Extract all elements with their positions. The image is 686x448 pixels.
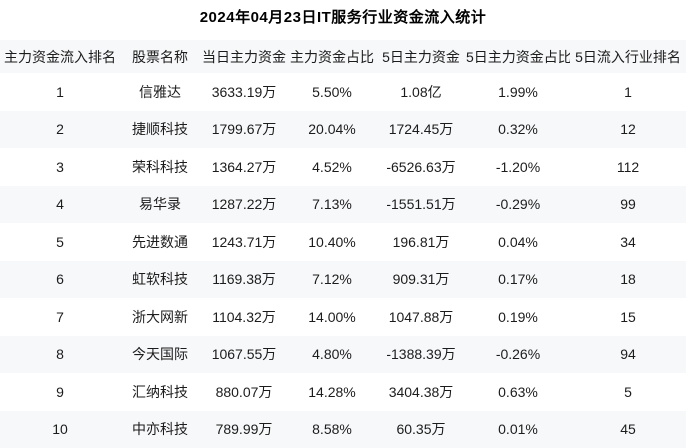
cell: 1 [56, 83, 64, 100]
cell: 3 [56, 158, 64, 175]
cell: 5 [56, 233, 64, 250]
cell: 909.31万 [392, 271, 450, 288]
header-cell-1: 股票名称 [132, 48, 188, 65]
cell: 1169.38万 [212, 271, 276, 288]
cell: 1.08亿 [400, 83, 442, 100]
cell: 12 [620, 121, 636, 138]
cell: 789.99万 [215, 421, 273, 438]
cell: 1724.45万 [388, 121, 454, 138]
cell: 7.13% [312, 196, 352, 213]
cell: -6526.63万 [386, 158, 456, 175]
cell: 3404.38万 [388, 383, 454, 400]
header-cell-4: 5日主力资金 [382, 48, 460, 65]
cell: 8 [56, 346, 64, 363]
table-row: 3 荣科科技 1364.27万 4.52% -6526.63万 -1.20% 112 [0, 148, 686, 186]
table-row: 2 捷顺科技 1799.67万 20.04% 1724.45万 0.32% 12 [0, 110, 686, 148]
cell: 1067.55万 [211, 346, 277, 363]
cell: 0.17% [498, 271, 538, 288]
cell: 7.12% [312, 271, 352, 288]
header-cell-2: 当日主力资金 [202, 48, 286, 65]
cell: 信雅达 [139, 83, 181, 100]
cell: 1364.27万 [211, 158, 277, 175]
cell: 0.63% [498, 383, 538, 400]
table-row: 1 信雅达 3633.19万 5.50% 1.08亿 1.99% 1 [0, 73, 686, 111]
cell: 1 [624, 83, 632, 100]
cell: -0.29% [495, 196, 541, 213]
cell: -1388.39万 [386, 346, 456, 363]
cell: -1551.51万 [386, 196, 456, 213]
table-row: 4 易华录 1287.22万 7.13% -1551.51万 -0.29% 99 [0, 185, 686, 223]
cell: 1287.22万 [211, 196, 277, 213]
cell: 先进数通 [132, 233, 188, 250]
cell: 汇纳科技 [132, 383, 188, 400]
header-cell-0: 主力资金流入排名 [4, 48, 116, 65]
cell: 18 [620, 271, 636, 288]
cell: 112 [616, 158, 640, 175]
cell: 浙大网新 [132, 308, 188, 325]
page-title: 2024年04月23日IT服务行业资金流入统计 [199, 9, 487, 26]
cell: 8.58% [312, 421, 352, 438]
cell: 5.50% [312, 83, 352, 100]
cell: 196.81万 [392, 233, 450, 250]
cell: 1799.67万 [211, 121, 277, 138]
cell: 2 [56, 121, 64, 138]
cell: 4.80% [312, 346, 352, 363]
header-cell-5: 5日主力资金占比 [466, 48, 570, 65]
cell: 20.04% [308, 121, 356, 138]
table-row: 9 汇纳科技 880.07万 14.28% 3404.38万 0.63% 5 [0, 373, 686, 411]
cell: 10 [52, 421, 68, 438]
cell: 中亦科技 [132, 421, 188, 438]
cell: 7 [56, 308, 64, 325]
cell: 0.19% [498, 308, 538, 325]
table-row: 5 先进数通 1243.71万 10.40% 196.81万 0.04% 34 [0, 223, 686, 261]
table-row: 6 虹软科技 1169.38万 7.12% 909.31万 0.17% 18 [0, 260, 686, 298]
cell: 1104.32万 [212, 308, 276, 325]
cell: 虹软科技 [132, 271, 188, 288]
cell: 6 [56, 271, 64, 288]
table-row: 10 中亦科技 789.99万 8.58% 60.35万 0.01% 45 [0, 410, 686, 448]
cell: 3633.19万 [211, 83, 277, 100]
cell: 1.99% [498, 83, 538, 100]
cell: 0.32% [498, 121, 538, 138]
cell: 94 [620, 346, 636, 363]
cell: -0.26% [495, 346, 541, 363]
cell: 今天国际 [132, 346, 188, 363]
cell: 10.40% [308, 233, 356, 250]
cell: 0.01% [498, 421, 538, 438]
cell: 15 [620, 308, 636, 325]
table-row: 8 今天国际 1067.55万 4.80% -1388.39万 -0.26% 94 [0, 335, 686, 373]
cell: -1.20% [495, 158, 541, 175]
cell: 9 [56, 383, 64, 400]
cell: 4.52% [312, 158, 352, 175]
cell: 0.04% [498, 233, 538, 250]
cell: 5 [624, 383, 632, 400]
cell: 14.00% [308, 308, 356, 325]
cell: 1047.88万 [388, 308, 454, 325]
cell: 45 [620, 421, 636, 438]
header-cell-3: 主力资金占比 [290, 48, 374, 65]
cell: 60.35万 [396, 421, 446, 438]
cell: 14.28% [308, 383, 356, 400]
table-body: 1 信雅达 3633.19万 5.50% 1.08亿 1.99% 1 2 捷顺科技 1799.67… [0, 73, 686, 448]
cell: 99 [620, 196, 636, 213]
cell: 4 [56, 196, 64, 213]
header-cell-6: 5日流入行业排名 [575, 48, 681, 65]
table-row: 7 浙大网新 1104.32万 14.00% 1047.88万 0.19% 15 [0, 298, 686, 336]
cell: 34 [620, 233, 636, 250]
table-header-row: 主力资金流入排名 股票名称 当日主力资金 主力资金占比 5日主力资金 5日主力资金占比 5日… [0, 40, 686, 73]
cell: 荣科科技 [132, 158, 188, 175]
cell: 易华录 [139, 196, 181, 213]
cell: 捷顺科技 [132, 121, 188, 138]
cell: 880.07万 [215, 383, 273, 400]
fund-flow-table: 主力资金流入排名 股票名称 当日主力资金 主力资金占比 5日主力资金 5日主力资金占比 5日… [0, 40, 686, 448]
cell: 1243.71万 [211, 233, 277, 250]
